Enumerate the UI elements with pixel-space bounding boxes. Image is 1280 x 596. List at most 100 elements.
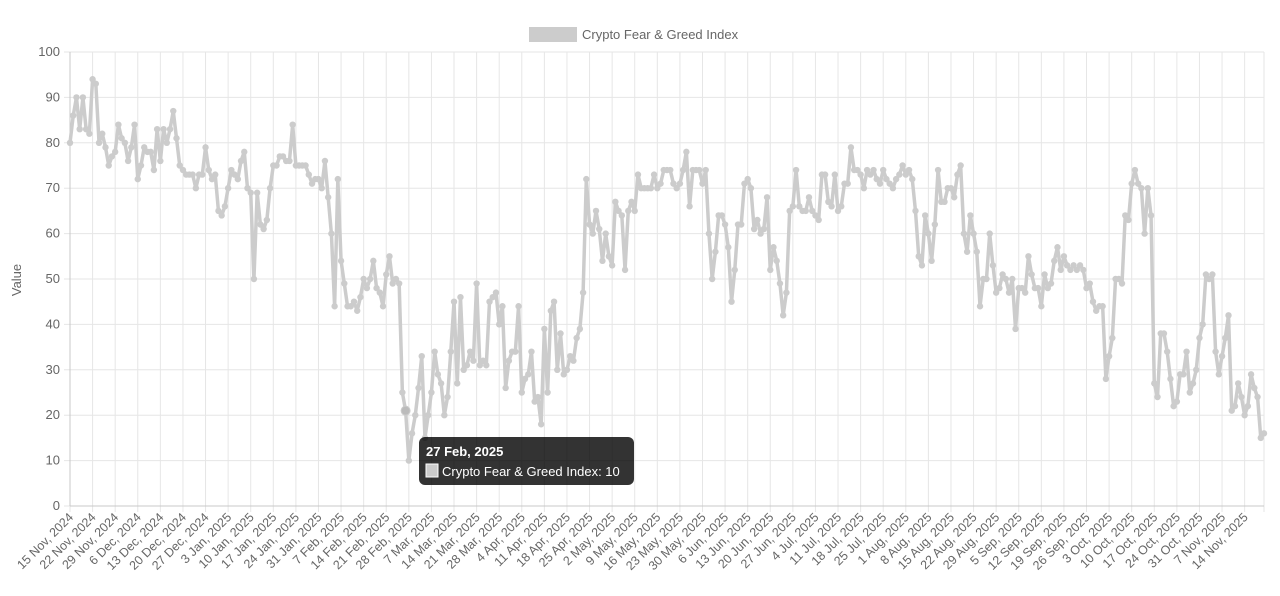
data-point[interactable] (376, 289, 383, 296)
data-point[interactable] (205, 166, 212, 174)
data-point[interactable] (179, 166, 187, 174)
data-point[interactable] (66, 139, 74, 146)
data-point[interactable] (847, 144, 855, 151)
data-point[interactable] (996, 284, 1003, 292)
data-point[interactable] (373, 284, 380, 292)
data-point[interactable] (354, 307, 361, 314)
data-point[interactable] (166, 125, 174, 133)
data-point[interactable] (986, 230, 993, 237)
data-point[interactable] (1202, 271, 1210, 278)
data-point[interactable] (1115, 275, 1122, 283)
data-point[interactable] (531, 398, 538, 405)
data-point[interactable] (541, 325, 548, 333)
data-point[interactable] (631, 207, 638, 215)
data-point[interactable] (828, 203, 835, 210)
data-point[interactable] (505, 357, 513, 364)
data-point[interactable] (941, 198, 948, 206)
data-point[interactable] (189, 171, 196, 178)
data-point[interactable] (476, 362, 484, 369)
data-point[interactable] (1251, 384, 1258, 392)
data-point[interactable] (486, 298, 493, 305)
data-point[interactable] (337, 257, 345, 265)
data-point[interactable] (1209, 271, 1216, 278)
data-point[interactable] (676, 180, 684, 187)
data-point[interactable] (308, 180, 316, 187)
data-point[interactable] (983, 275, 990, 283)
data-point[interactable] (111, 148, 119, 156)
data-point[interactable] (286, 157, 293, 165)
data-point[interactable] (786, 207, 793, 215)
data-point[interactable] (347, 303, 354, 310)
data-point[interactable] (105, 162, 112, 169)
data-point[interactable] (702, 166, 709, 174)
data-point[interactable] (728, 298, 735, 305)
data-point[interactable] (912, 207, 919, 215)
data-point[interactable] (76, 125, 83, 133)
data-point[interactable] (253, 189, 261, 196)
data-point[interactable] (1054, 244, 1061, 251)
data-point[interactable] (525, 371, 532, 378)
data-point[interactable] (954, 171, 961, 178)
data-point[interactable] (566, 352, 574, 360)
data-point[interactable] (208, 175, 216, 183)
data-point[interactable] (82, 125, 90, 133)
data-point[interactable] (754, 216, 761, 224)
data-point[interactable] (483, 362, 490, 369)
data-point[interactable] (783, 289, 790, 296)
data-point[interactable] (170, 107, 177, 115)
data-point[interactable] (1012, 325, 1019, 333)
data-point[interactable] (576, 325, 584, 333)
data-point[interactable] (334, 175, 342, 183)
data-point[interactable] (512, 348, 519, 355)
data-point[interactable] (876, 180, 884, 187)
data-point[interactable] (131, 121, 138, 128)
data-point[interactable] (1076, 262, 1084, 269)
data-point[interactable] (450, 298, 458, 305)
data-point[interactable] (1247, 371, 1255, 378)
data-point[interactable] (108, 153, 116, 160)
data-point[interactable] (118, 135, 125, 142)
data-point[interactable] (654, 185, 661, 192)
data-point[interactable] (331, 303, 338, 310)
data-point[interactable] (760, 225, 768, 233)
data-point[interactable] (1051, 257, 1058, 265)
data-point[interactable] (1238, 393, 1245, 401)
data-point[interactable] (757, 230, 764, 237)
data-point[interactable] (115, 121, 122, 128)
data-point[interactable] (434, 371, 442, 378)
data-point[interactable] (612, 198, 619, 206)
data-point[interactable] (1234, 380, 1242, 387)
data-point[interactable] (1167, 375, 1174, 383)
data-point[interactable] (1147, 212, 1155, 219)
data-point[interactable] (370, 257, 377, 265)
data-point[interactable] (192, 185, 200, 192)
data-point[interactable] (880, 166, 887, 174)
data-point[interactable] (776, 280, 784, 287)
data-point[interactable] (951, 194, 958, 201)
data-point[interactable] (102, 144, 109, 151)
data-point[interactable] (379, 303, 387, 310)
data-point[interactable] (1063, 262, 1071, 269)
data-point[interactable] (699, 180, 706, 187)
data-point[interactable] (599, 257, 606, 265)
data-point[interactable] (625, 207, 632, 215)
data-point[interactable] (86, 130, 93, 137)
data-point[interactable] (1067, 266, 1074, 274)
data-point[interactable] (628, 198, 635, 206)
data-point[interactable] (247, 189, 254, 196)
data-point[interactable] (554, 366, 561, 373)
data-point[interactable] (1047, 280, 1055, 287)
data-point[interactable] (608, 262, 616, 269)
data-point[interactable] (718, 212, 726, 219)
data-point[interactable] (902, 171, 909, 178)
data-point[interactable] (1041, 271, 1048, 278)
data-point[interactable] (202, 144, 209, 151)
data-point[interactable] (366, 275, 374, 283)
data-point[interactable] (128, 144, 135, 151)
data-point[interactable] (1118, 280, 1126, 287)
data-point[interactable] (667, 166, 674, 174)
data-point[interactable] (250, 275, 258, 283)
data-point[interactable] (589, 230, 596, 237)
data-point[interactable] (563, 366, 571, 373)
data-point[interactable] (921, 212, 929, 219)
